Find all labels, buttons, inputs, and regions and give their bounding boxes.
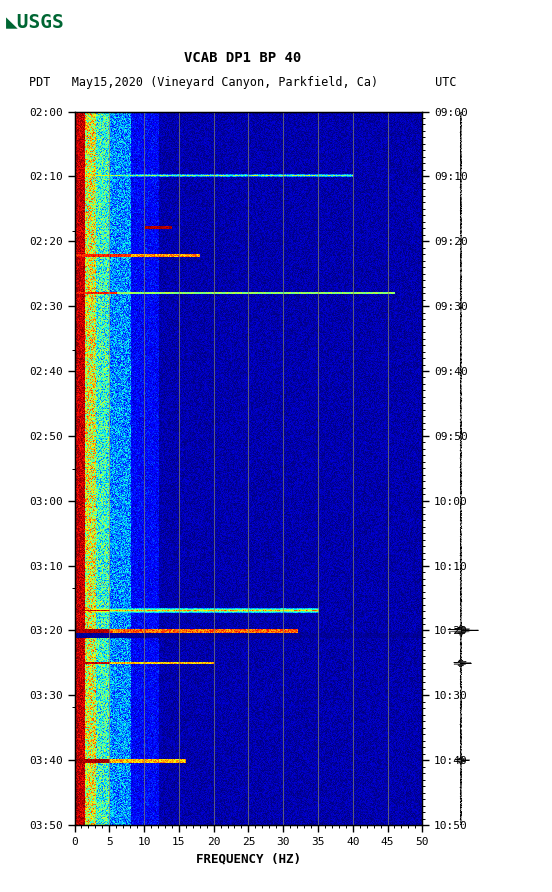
Text: PDT   May15,2020 (Vineyard Canyon, Parkfield, Ca)        UTC: PDT May15,2020 (Vineyard Canyon, Parkfie…: [29, 76, 457, 88]
Text: VCAB DP1 BP 40: VCAB DP1 BP 40: [184, 51, 301, 65]
X-axis label: FREQUENCY (HZ): FREQUENCY (HZ): [196, 853, 301, 865]
Text: ◣USGS: ◣USGS: [6, 12, 64, 31]
